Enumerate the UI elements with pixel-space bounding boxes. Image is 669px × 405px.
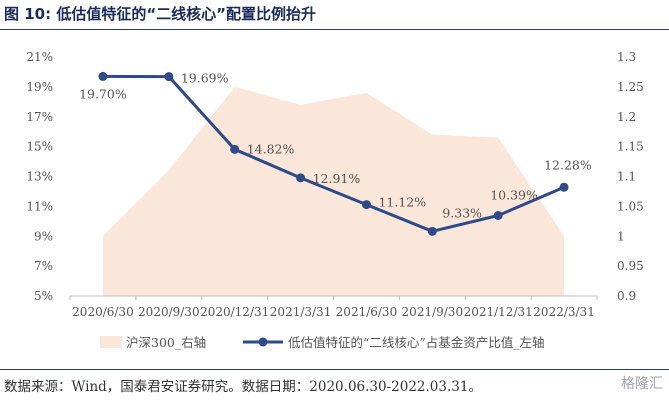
data-label: 12.28% xyxy=(544,157,592,172)
line-point xyxy=(230,144,240,154)
line-point xyxy=(98,71,108,81)
chart-title: 图 10: 低估值特征的“二线核心”配置比例抬升 xyxy=(4,5,317,23)
x-tick-label: 2020/12/31 xyxy=(200,305,269,319)
x-tick-label: 2021/6/30 xyxy=(336,305,398,319)
y-right-tick-label: 1.3 xyxy=(617,50,636,64)
y-right-tick-label: 1.1 xyxy=(617,170,636,184)
y-left-tick-label: 9% xyxy=(34,229,53,243)
data-label: 19.70% xyxy=(79,86,127,101)
x-tick-label: 2021/9/30 xyxy=(402,305,464,319)
y-right-tick-label: 1.15 xyxy=(617,140,644,154)
y-left-tick-label: 21% xyxy=(26,50,53,64)
y-left-tick-label: 11% xyxy=(26,199,53,213)
data-label: 11.12% xyxy=(378,195,426,210)
y-right-tick-label: 1.25 xyxy=(617,80,644,94)
x-tick-label: 2021/12/31 xyxy=(464,305,533,319)
legend-label-hs300: 沪深300_右轴 xyxy=(126,335,206,350)
data-label: 12.91% xyxy=(313,171,361,186)
y-left-tick-label: 17% xyxy=(26,110,53,124)
y-left-tick-label: 7% xyxy=(34,259,53,273)
y-left-tick-label: 19% xyxy=(26,80,53,94)
y-left-tick-label: 15% xyxy=(26,140,53,154)
data-label: 19.69% xyxy=(181,71,229,86)
line-point xyxy=(427,226,437,236)
line-point xyxy=(296,173,306,183)
y-right-tick-label: 0.9 xyxy=(617,289,636,303)
x-tick-label: 2021/3/31 xyxy=(270,305,332,319)
y-right-tick-label: 1 xyxy=(617,229,625,243)
legend-swatch-hs300 xyxy=(100,336,122,348)
line-point xyxy=(361,200,371,210)
line-layer: 19.70% 19.69% 14.82% 12.91% 11.12% 9.33% 10.39… xyxy=(79,71,592,236)
y-right-tick-label: 1.2 xyxy=(617,110,636,124)
line-point xyxy=(164,72,174,82)
x-tick-label: 2022/3/31 xyxy=(533,305,595,319)
line-point xyxy=(559,182,569,192)
title-rule xyxy=(0,29,669,30)
line-series-second-tier-core xyxy=(102,74,565,233)
y-right-tick-label: 1.05 xyxy=(617,199,644,213)
axis-layer: 2020/6/30 2020/9/30 2020/12/31 2021/3/31 202… xyxy=(26,50,643,319)
source-rule xyxy=(0,369,669,370)
line-point xyxy=(493,210,503,220)
legend-label-second-tier-core: 低估值特征的“二线核心”占基金资产比值_左轴 xyxy=(288,335,545,350)
watermark: 格隆汇 xyxy=(621,376,663,392)
data-label: 10.39% xyxy=(490,187,538,202)
y-left-tick-label: 5% xyxy=(34,289,53,303)
source-note: 数据来源：Wind，国泰君安证券研究。数据日期：2020.06.30-2022.… xyxy=(4,379,482,395)
chart: 2020/6/30 2020/9/30 2020/12/31 2021/3/31 202… xyxy=(26,50,643,350)
data-label: 14.82% xyxy=(247,141,295,156)
y-left-tick-label: 13% xyxy=(26,170,53,184)
y-right-tick-label: 0.95 xyxy=(617,259,644,273)
legend: 沪深300_右轴 低估值特征的“二线核心”占基金资产比值_左轴 xyxy=(100,335,545,350)
legend-swatch-marker xyxy=(258,337,268,347)
x-tick-label: 2020/6/30 xyxy=(72,305,134,319)
x-tick-label: 2020/9/30 xyxy=(138,305,200,319)
data-label: 9.33% xyxy=(442,205,482,220)
